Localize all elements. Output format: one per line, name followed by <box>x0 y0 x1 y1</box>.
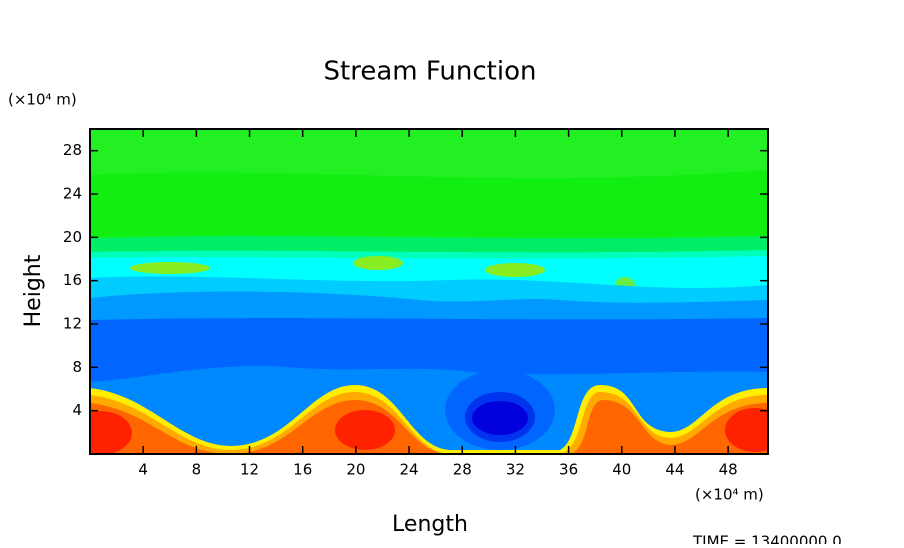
x-tick-label: 36 <box>559 461 578 479</box>
y-tick-label: 4 <box>72 401 82 419</box>
y-axis-label: Height <box>21 254 46 327</box>
x-tick-label: 24 <box>400 461 419 479</box>
x-tick-label: 20 <box>346 461 365 479</box>
x-tick-label: 4 <box>138 461 148 479</box>
y-tick-label: 24 <box>63 185 82 203</box>
x-tick-label: 40 <box>612 461 631 479</box>
x-tick-label: 48 <box>719 461 738 479</box>
chart-title: Stream Function <box>324 57 537 87</box>
y-tick-label: 16 <box>63 271 82 289</box>
y-tick-label: 12 <box>63 315 82 333</box>
x-tick-label: 32 <box>506 461 525 479</box>
contour-field <box>90 129 768 454</box>
y-tick-label: 8 <box>72 358 82 376</box>
y-tick-label: 20 <box>63 228 82 246</box>
x-tick-label: 44 <box>665 461 684 479</box>
x-axis-label: Length <box>392 512 468 537</box>
plot-frame <box>89 128 769 455</box>
time-annotation: TIME = 13400000.0 <box>692 533 842 545</box>
x-tick-label: 28 <box>453 461 472 479</box>
x-unit: (×10⁴ m) <box>695 486 764 504</box>
y-tick-label: 28 <box>63 141 82 159</box>
y-unit: (×10⁴ m) <box>8 91 77 109</box>
x-tick-label: 16 <box>293 461 312 479</box>
x-tick-label: 8 <box>192 461 202 479</box>
x-tick-label: 12 <box>240 461 259 479</box>
